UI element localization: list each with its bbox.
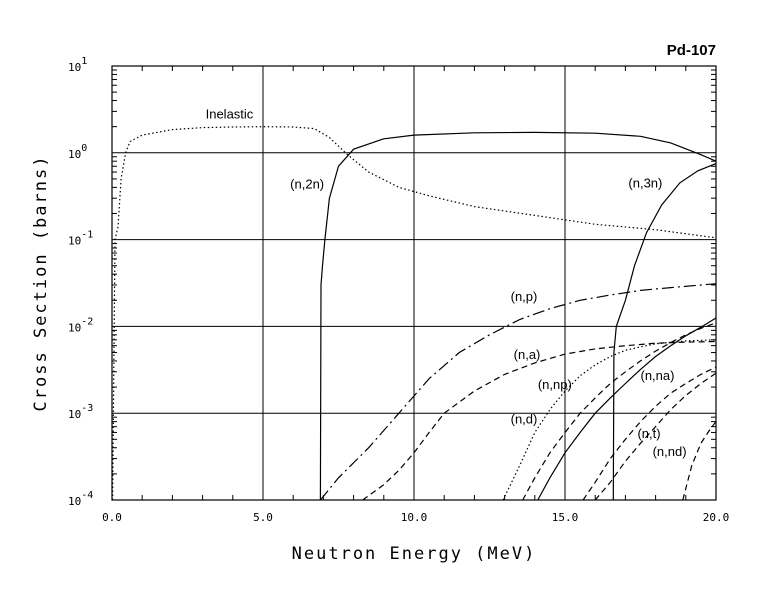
cross-section-chart: Inelastic (n,2n) (n,3n) (n,p) (n,a) (n,np) (n,… bbox=[0, 0, 780, 590]
x-tick-labels: 0.0 5.0 10.0 15.0 20.0 bbox=[102, 511, 729, 524]
x-axis-title: Neutron Energy (MeV) bbox=[292, 544, 537, 564]
y-tick-label: 10-3 bbox=[68, 403, 93, 421]
x-tick-label: 15.0 bbox=[552, 511, 579, 524]
x-tick-label: 0.0 bbox=[102, 511, 122, 524]
y-tick-labels: 10-4 10-3 10-2 10-1 100 101 bbox=[68, 56, 93, 508]
series-label: (n,t) bbox=[637, 426, 660, 441]
grid-lines bbox=[112, 66, 716, 500]
series-line bbox=[523, 323, 716, 500]
y-tick-label: 100 bbox=[68, 143, 87, 161]
series-label: (n,d) bbox=[511, 412, 538, 427]
x-tick-label: 10.0 bbox=[401, 511, 428, 524]
series-label: (n,na) bbox=[641, 368, 675, 383]
series-label: (n,3n) bbox=[628, 175, 662, 190]
series-label: (n,nd) bbox=[653, 444, 687, 459]
y-tick-label: 101 bbox=[68, 56, 87, 74]
series-line bbox=[363, 342, 716, 501]
series-line bbox=[683, 422, 716, 500]
y-tick-label: 10-2 bbox=[68, 316, 93, 334]
series-label: (n,np) bbox=[538, 377, 572, 392]
series-label: Inelastic bbox=[206, 106, 254, 121]
y-axis-title: Cross Section (barns) bbox=[31, 155, 51, 412]
series-label: (n,p) bbox=[511, 289, 538, 304]
x-tick-label: 5.0 bbox=[253, 511, 273, 524]
series-label: (n,2n) bbox=[290, 176, 324, 191]
y-tick-label: 10-1 bbox=[68, 230, 93, 248]
y-tick-label: 10-4 bbox=[68, 490, 93, 508]
chart-title: Pd-107 bbox=[667, 42, 716, 59]
series-line bbox=[320, 284, 716, 500]
x-tick-label: 20.0 bbox=[703, 511, 730, 524]
series-labels: Inelastic (n,2n) (n,3n) (n,p) (n,a) (n,np) (n,… bbox=[206, 106, 687, 459]
series-label: (n,a) bbox=[514, 347, 541, 362]
chart-svg: Inelastic (n,2n) (n,3n) (n,p) (n,a) (n,np) (n,… bbox=[0, 0, 780, 590]
